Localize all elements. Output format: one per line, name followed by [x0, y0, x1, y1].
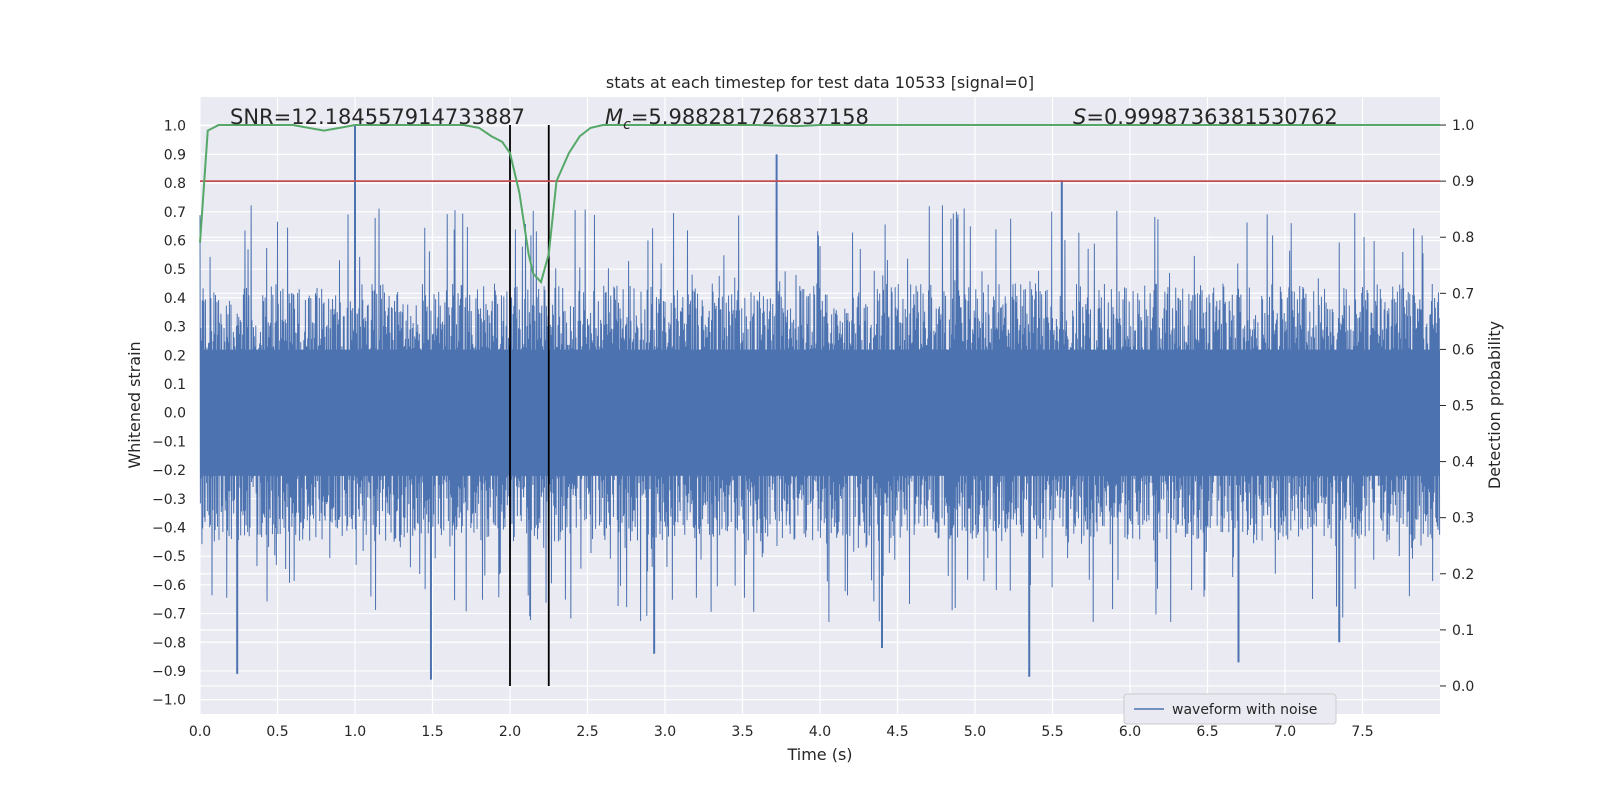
s-value: =0.9998736381530762: [1086, 105, 1337, 129]
x-tick-label: 2.0: [499, 724, 521, 740]
y-left-tick-label: −0.1: [152, 434, 186, 450]
x-tick-label: 1.5: [421, 724, 443, 740]
x-tick-label: 0.0: [189, 724, 211, 740]
x-tick-label: 2.5: [576, 724, 598, 740]
x-tick-label: 3.5: [731, 724, 753, 740]
y-right-tick-label: 0.9: [1452, 174, 1474, 190]
y-axis-right-ticks: 0.0 0.1 0.2 0.3 0.4 0.5 0.6 0.7 0.8 0.9 1.0: [1440, 118, 1474, 695]
chirp-mass-annotation: Mc=5.988281726837158: [605, 105, 869, 133]
chirp-mass-subscript: c: [623, 117, 631, 133]
y-left-tick-label: −0.2: [152, 463, 186, 479]
x-tick-label: 3.0: [654, 724, 676, 740]
y-left-tick-label: 0.2: [164, 348, 186, 364]
x-tick-label: 5.0: [964, 724, 986, 740]
y-right-tick-label: 0.1: [1452, 623, 1474, 639]
s-symbol: S: [1073, 105, 1086, 129]
legend: waveform with noise: [1123, 693, 1337, 725]
y-left-tick-label: 0.4: [164, 291, 186, 307]
chirp-mass-value: =5.988281726837158: [631, 105, 869, 129]
y-left-tick-label: −0.7: [152, 607, 186, 623]
y-right-tick-label: 1.0: [1452, 118, 1474, 134]
y-right-tick-label: 0.4: [1452, 455, 1474, 471]
x-tick-label: 6.0: [1119, 724, 1141, 740]
x-tick-label: 6.5: [1196, 724, 1218, 740]
y-left-tick-label: −0.9: [152, 664, 186, 680]
x-tick-label: 4.5: [886, 724, 908, 740]
y-left-tick-label: −0.5: [152, 549, 186, 565]
y-left-tick-label: 0.9: [164, 147, 186, 163]
x-tick-label: 5.5: [1041, 724, 1063, 740]
y-right-tick-label: 0.6: [1452, 342, 1474, 358]
y-right-tick-label: 0.3: [1452, 511, 1474, 527]
y-right-tick-label: 0.0: [1452, 679, 1474, 695]
y-left-tick-label: 0.7: [164, 205, 186, 221]
y-axis-right-label: Detection probability: [1485, 321, 1504, 489]
y-axis-left-label: Whitened strain: [125, 341, 144, 468]
x-axis-ticks: 0.0 0.5 1.0 1.5 2.0 2.5 3.0 3.5 4.0 4.5 5.0 5.5 6.0 6…: [189, 724, 1374, 740]
x-tick-label: 4.0: [809, 724, 831, 740]
x-tick-label: 0.5: [266, 724, 288, 740]
y-right-tick-label: 0.2: [1452, 567, 1474, 583]
waveform-core: [200, 349, 1440, 476]
y-left-tick-label: −0.8: [152, 635, 186, 651]
y-left-tick-label: 0.1: [164, 377, 186, 393]
x-tick-label: 7.0: [1274, 724, 1296, 740]
y-left-tick-label: 1.0: [164, 119, 186, 135]
y-axis-left-ticks: −1.0 −0.9 −0.8 −0.7 −0.6 −0.5 −0.4 −0.3 −0.2 −0.1…: [152, 119, 186, 709]
y-left-tick-label: −0.4: [152, 520, 186, 536]
y-right-tick-label: 0.7: [1452, 286, 1474, 302]
s-annotation: S=0.9998736381530762: [1073, 105, 1338, 129]
y-left-tick-label: 0.3: [164, 320, 186, 336]
y-left-tick-label: 0.0: [164, 406, 186, 422]
snr-annotation: SNR=12.184557914733887: [230, 105, 525, 129]
x-axis-label: Time (s): [786, 745, 852, 764]
probability-path: [199, 124, 1440, 285]
y-left-tick-label: −0.6: [152, 578, 186, 594]
y-left-tick-label: 0.5: [164, 262, 186, 278]
chart-title: stats at each timestep for test data 105…: [606, 73, 1034, 92]
probability-series: [199, 124, 1440, 285]
y-left-tick-label: 0.6: [164, 233, 186, 249]
legend-label: waveform with noise: [1172, 702, 1317, 718]
vertical-lines: [509, 125, 550, 686]
x-tick-label: 1.0: [344, 724, 366, 740]
y-left-tick-label: 0.8: [164, 176, 186, 192]
y-right-tick-label: 0.8: [1452, 230, 1474, 246]
waveform-series: [199, 125, 1441, 680]
chirp-mass-symbol: M: [605, 105, 623, 129]
y-right-tick-label: 0.5: [1452, 399, 1474, 415]
legend-box: [1123, 693, 1337, 725]
y-left-tick-label: −1.0: [152, 693, 186, 709]
x-tick-label: 7.5: [1351, 724, 1373, 740]
y-left-tick-label: −0.3: [152, 492, 186, 508]
